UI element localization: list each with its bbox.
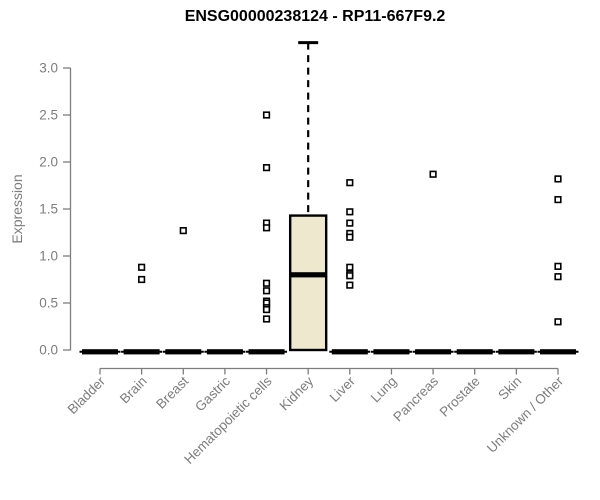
- x-tick-label: Unknown / Other: [484, 373, 567, 456]
- y-tick-label: 0.0: [39, 343, 58, 358]
- outlier-point: [262, 279, 271, 287]
- outlier-point: [554, 318, 562, 326]
- chart-title: ENSG00000238124 - RP11-667F9.2: [184, 8, 446, 25]
- collapsed-box-median: [539, 349, 576, 355]
- outlier-point: [429, 170, 437, 178]
- outlier-point: [179, 227, 187, 235]
- y-tick-label: 1.0: [39, 249, 58, 264]
- outlier-point: [554, 273, 562, 281]
- collapsed-box-median: [331, 349, 368, 355]
- collapsed-box-median: [415, 349, 452, 355]
- x-tick-label: Gastric: [192, 373, 233, 414]
- box-iqr: [288, 214, 328, 352]
- outlier-point: [554, 262, 562, 270]
- outlier-point: [346, 208, 354, 216]
- y-tick-label: 2.5: [39, 108, 58, 123]
- collapsed-box-median: [456, 349, 493, 355]
- collapsed-box-median: [165, 349, 202, 355]
- collapsed-box-median: [498, 349, 535, 355]
- x-tick-label: Prostate: [437, 374, 483, 420]
- collapsed-box-median: [82, 349, 118, 355]
- outlier-point: [262, 111, 271, 119]
- x-tick-label: Breast: [153, 373, 191, 411]
- outlier-point: [346, 179, 354, 187]
- outlier-point: [262, 305, 271, 314]
- collapsed-box-median: [206, 349, 243, 355]
- x-tick-label: Bladder: [65, 373, 109, 417]
- collapsed-box-median: [248, 349, 285, 355]
- collapsed-box-median: [373, 349, 410, 355]
- outlier-point: [554, 196, 562, 204]
- outlier-point: [346, 219, 354, 227]
- outlier-point: [262, 164, 271, 172]
- outlier-point: [138, 263, 146, 271]
- x-tick-label: Skin: [495, 374, 524, 403]
- outlier-point: [138, 275, 146, 284]
- x-tick-label: Liver: [327, 373, 359, 405]
- outlier-point: [346, 233, 354, 241]
- x-tick-label: Lung: [368, 374, 400, 406]
- outlier-point: [346, 272, 354, 280]
- y-tick-label: 0.5: [39, 296, 58, 311]
- outlier-point: [262, 224, 271, 232]
- x-tick-label: Pancreas: [390, 373, 441, 424]
- outlier-point: [262, 287, 271, 295]
- collapsed-box-median: [123, 349, 160, 355]
- outlier-point: [346, 263, 354, 271]
- y-tick-label: 3.0: [39, 61, 58, 76]
- outlier-point: [346, 281, 354, 289]
- outlier-point: [554, 175, 562, 183]
- x-tick-label: Kidney: [277, 373, 317, 413]
- outlier-point: [262, 315, 271, 323]
- box-median: [290, 272, 327, 278]
- x-tick-label: Brain: [117, 374, 150, 407]
- y-tick-label: 2.0: [39, 155, 58, 170]
- y-tick-label: 1.5: [39, 202, 58, 217]
